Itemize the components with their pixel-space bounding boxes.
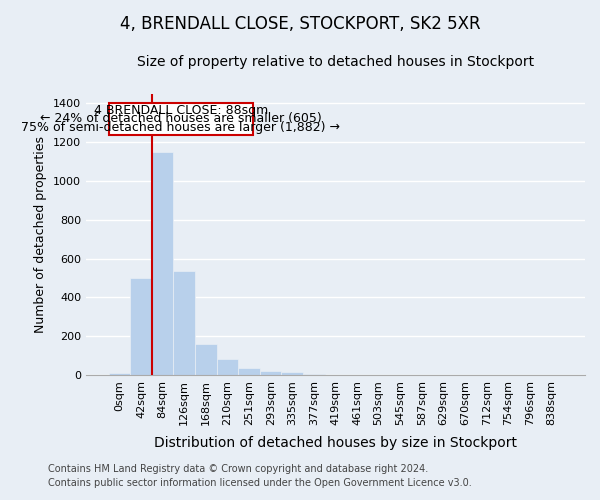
Text: 4 BRENDALL CLOSE: 88sqm: 4 BRENDALL CLOSE: 88sqm [94,104,268,117]
Bar [260,371,281,375]
Bar [217,358,238,375]
Bar [238,368,260,375]
Text: ← 24% of detached houses are smaller (605): ← 24% of detached houses are smaller (60… [40,112,322,126]
Title: Size of property relative to detached houses in Stockport: Size of property relative to detached ho… [137,55,534,69]
Bar [130,278,152,375]
Bar [173,272,195,375]
Bar [195,344,217,375]
Text: 75% of semi-detached houses are larger (1,882) →: 75% of semi-detached houses are larger (… [22,121,340,134]
X-axis label: Distribution of detached houses by size in Stockport: Distribution of detached houses by size … [154,436,517,450]
Bar [152,152,173,375]
Bar [281,372,303,375]
Text: Contains HM Land Registry data © Crown copyright and database right 2024.
Contai: Contains HM Land Registry data © Crown c… [48,464,472,487]
Bar [109,104,253,134]
Bar [303,374,325,375]
Y-axis label: Number of detached properties: Number of detached properties [34,136,47,333]
Text: 4, BRENDALL CLOSE, STOCKPORT, SK2 5XR: 4, BRENDALL CLOSE, STOCKPORT, SK2 5XR [119,15,481,33]
Bar [109,373,130,375]
